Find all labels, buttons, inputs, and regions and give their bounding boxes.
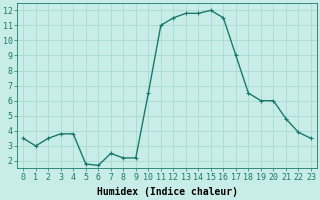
- X-axis label: Humidex (Indice chaleur): Humidex (Indice chaleur): [97, 187, 237, 197]
